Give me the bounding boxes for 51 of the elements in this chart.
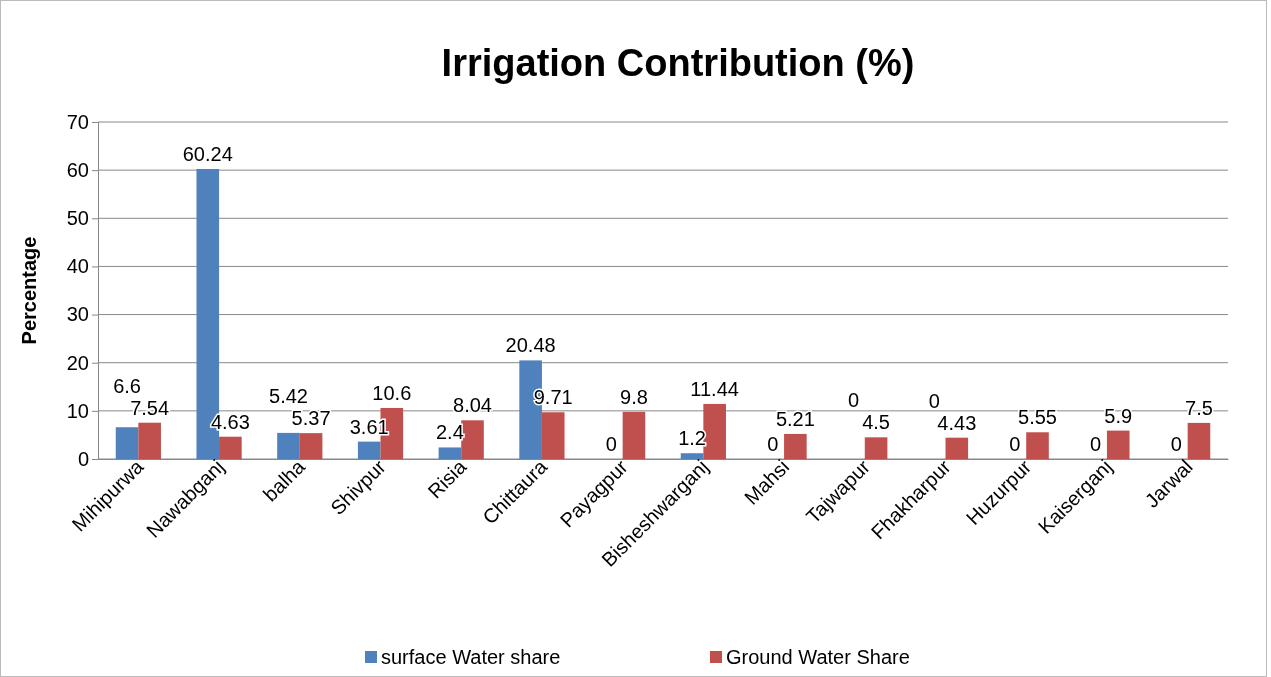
bar [219,436,242,459]
y-tick-label: 70 [66,110,89,133]
bar [622,411,646,459]
data-label: 0 [928,389,940,412]
data-label: 5.55 [1018,406,1057,429]
data-label: 9.8 [620,385,648,408]
data-label: 5.42 [269,385,308,408]
legend-label: Ground Water Share [726,646,910,668]
y-axis-title: Percentage [18,236,40,345]
legend-label: surface Water share [381,646,561,668]
bar [115,427,139,459]
bar [138,422,161,459]
y-tick-label: 50 [66,207,89,230]
bar [277,432,300,459]
data-label: 10.6 [372,381,412,404]
bar [1187,422,1211,459]
bar [784,433,807,459]
y-tick-label: 40 [66,255,89,278]
chart-title: Irrigation Contribution (%) [441,42,915,84]
data-label: 7.5 [1185,396,1213,419]
y-tick-label: 30 [66,303,89,326]
data-label: 5.37 [291,407,331,430]
bar [299,433,323,459]
data-label: 8.04 [453,394,492,417]
bar [541,412,565,459]
bar [680,453,704,459]
data-label: 20.48 [505,334,556,357]
data-label: 60.24 [182,142,233,165]
bar [703,403,726,459]
y-tick-label: 60 [66,159,89,182]
data-label: 4.43 [937,411,977,434]
y-tick-label: 20 [66,351,89,374]
data-label: 4.5 [862,411,890,434]
y-tick-label: 10 [66,399,89,422]
data-label: 11.44 [690,377,739,400]
data-label: 0 [767,433,779,455]
bar [1106,430,1130,459]
data-label: 0 [1090,433,1102,455]
data-label: 6.6 [113,374,141,397]
data-label: 5.21 [775,407,815,430]
bar [945,437,969,459]
bar [357,441,381,459]
data-label: 5.9 [1104,404,1133,427]
bar [1026,432,1049,459]
bar [864,437,888,459]
bar [438,447,462,459]
data-label: 0 [1170,433,1182,455]
data-label: 0 [605,433,617,455]
data-label: 7.54 [130,396,170,419]
data-label: 0 [1009,433,1021,455]
data-label: 0 [847,389,860,412]
